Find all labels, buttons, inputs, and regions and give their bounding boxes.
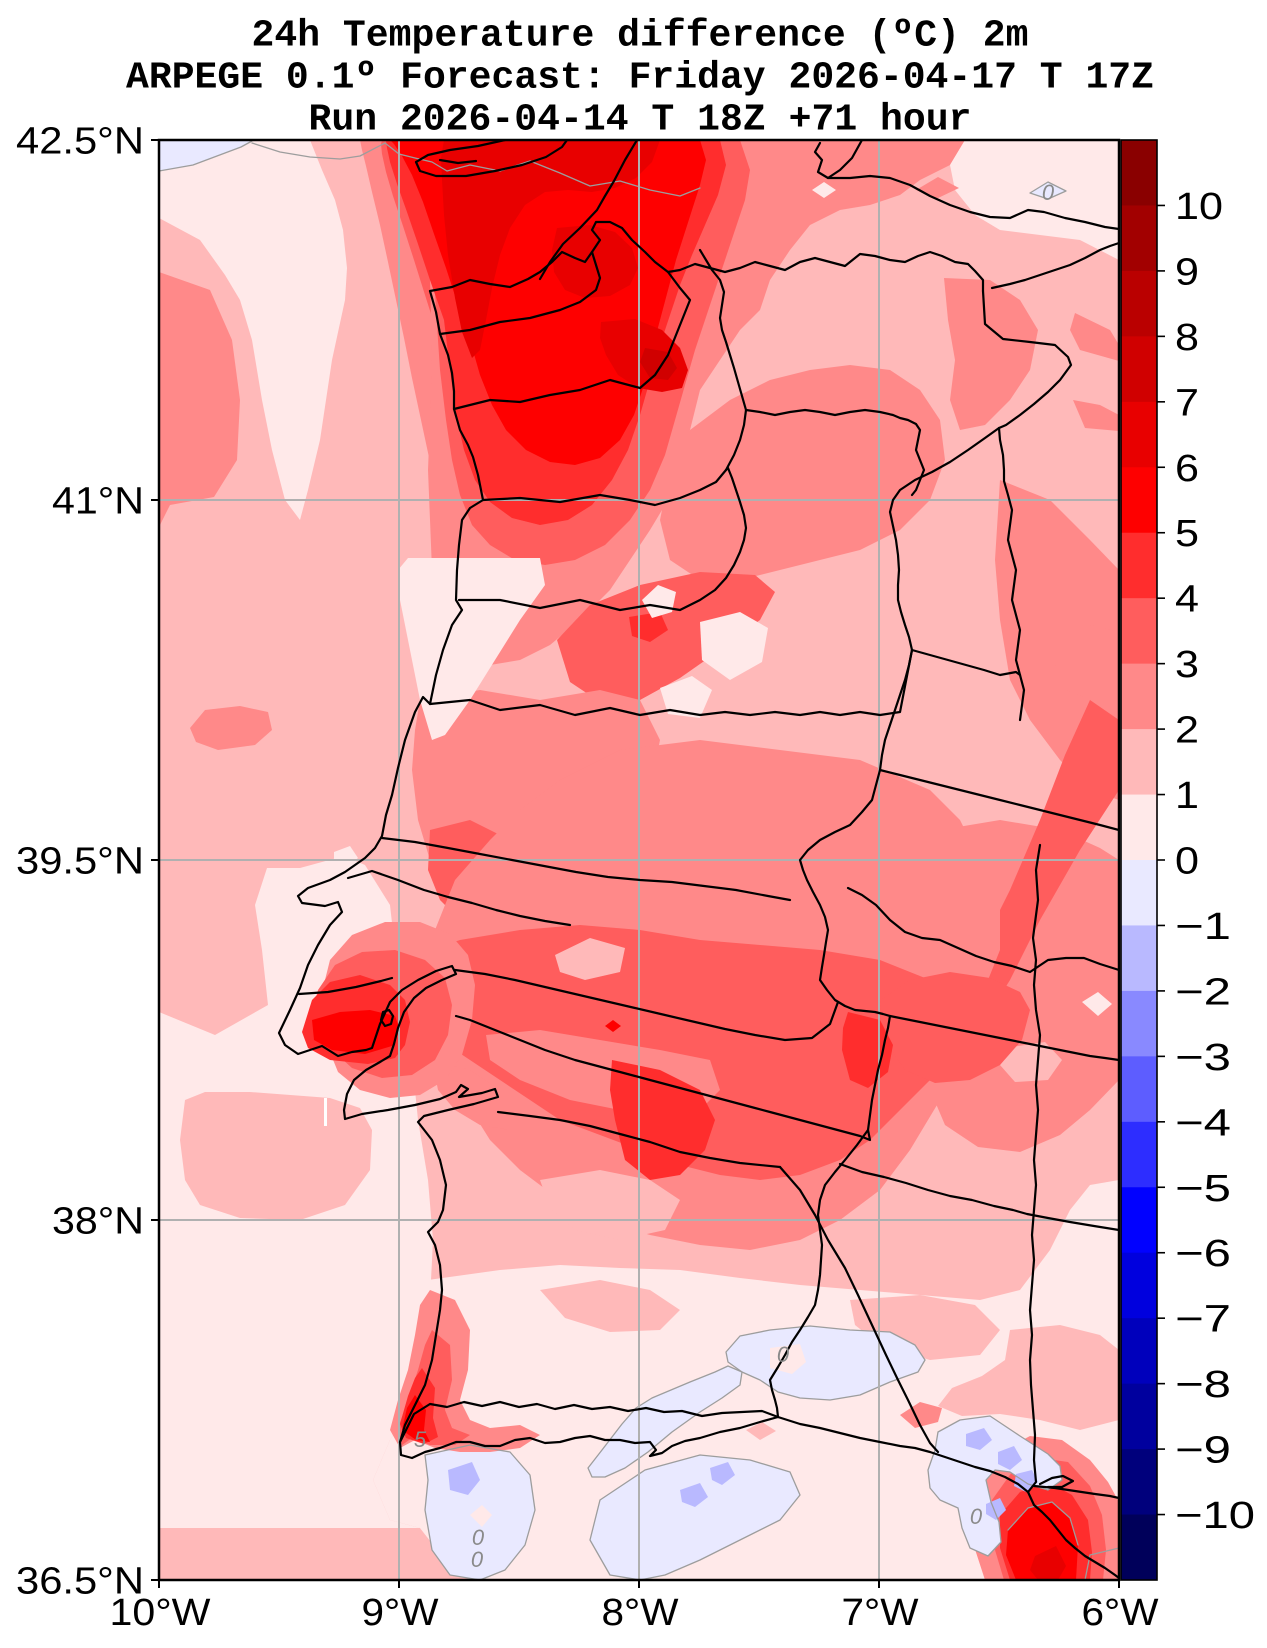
svg-text:6: 6	[1175, 448, 1199, 490]
svg-text:7°W: 7°W	[842, 1592, 919, 1634]
svg-text:−4: −4	[1175, 1102, 1231, 1144]
svg-text:39.5°N: 39.5°N	[16, 841, 144, 883]
svg-text:Run 2026-04-14 T 18Z +71 hour: Run 2026-04-14 T 18Z +71 hour	[309, 99, 972, 142]
svg-text:−6: −6	[1175, 1233, 1231, 1275]
svg-text:9°W: 9°W	[362, 1592, 439, 1634]
svg-text:9: 9	[1175, 251, 1199, 293]
svg-text:5: 5	[414, 1427, 427, 1452]
svg-text:ARPEGE 0.1º Forecast: Friday 2: ARPEGE 0.1º Forecast: Friday 2026-04-17 …	[126, 57, 1154, 100]
svg-text:−1: −1	[1175, 906, 1231, 948]
svg-text:1: 1	[1175, 775, 1199, 817]
svg-text:5: 5	[1175, 513, 1199, 555]
svg-text:0: 0	[471, 1547, 484, 1572]
svg-text:−8: −8	[1175, 1364, 1231, 1406]
svg-text:−7: −7	[1175, 1299, 1231, 1341]
svg-text:0: 0	[970, 1504, 983, 1529]
svg-text:0: 0	[472, 1525, 485, 1550]
svg-text:8°W: 8°W	[602, 1592, 679, 1634]
svg-text:36.5°N: 36.5°N	[16, 1561, 144, 1603]
svg-text:3: 3	[1175, 644, 1199, 686]
svg-text:0: 0	[1175, 841, 1199, 883]
svg-text:42.5°N: 42.5°N	[16, 121, 144, 163]
svg-text:0: 0	[1042, 180, 1055, 205]
svg-text:−3: −3	[1175, 1037, 1231, 1079]
svg-text:−9: −9	[1175, 1430, 1231, 1472]
svg-text:−2: −2	[1175, 971, 1231, 1013]
svg-text:8: 8	[1175, 317, 1199, 359]
svg-text:7: 7	[1175, 382, 1199, 424]
svg-text:−5: −5	[1175, 1168, 1231, 1210]
svg-text:24h Temperature difference (ºC: 24h Temperature difference (ºC) 2m	[252, 15, 1029, 58]
svg-text:0: 0	[777, 1342, 790, 1367]
svg-text:10: 10	[1175, 186, 1223, 228]
svg-text:2: 2	[1175, 710, 1199, 752]
svg-text:4: 4	[1175, 579, 1199, 621]
svg-text:41°N: 41°N	[52, 481, 144, 523]
svg-text:10°W: 10°W	[110, 1592, 211, 1634]
svg-text:−10: −10	[1175, 1495, 1255, 1537]
svg-text:6°W: 6°W	[1082, 1592, 1159, 1634]
svg-text:38°N: 38°N	[52, 1201, 144, 1243]
